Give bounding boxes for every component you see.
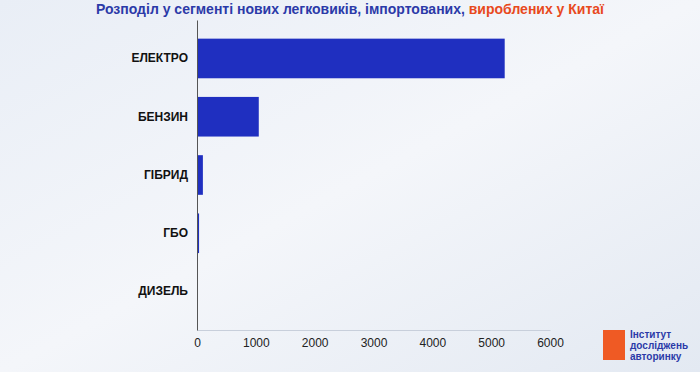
y-axis: ЕЛЕКТРО БЕНЗИН ГІБРИД ГБО ДИЗЕЛЬ <box>131 21 197 331</box>
bars <box>197 39 505 253</box>
y-tick-label: ГІБРИД <box>144 168 188 182</box>
logo-text-line: досліджень <box>630 340 691 351</box>
logo-text: Інститут досліджень авторинку <box>630 329 691 362</box>
y-tick: ДИЗЕЛЬ <box>138 284 197 298</box>
bar <box>197 97 259 137</box>
x-tick: 1000 <box>243 330 270 350</box>
logo: Інститут досліджень авторинку <box>603 329 691 362</box>
plot: 0 1000 2000 3000 4000 5000 6000 ЕЛЕКТРО БЕНЗИН ГІ… <box>131 21 564 350</box>
logo-icon <box>603 330 625 360</box>
x-tick-label: 2000 <box>302 336 329 350</box>
x-axis-line <box>198 330 551 331</box>
logo-text-line: авторинку <box>630 351 682 362</box>
x-tick: 2000 <box>302 330 329 350</box>
x-tick-label: 1000 <box>243 336 270 350</box>
y-tick-label: ДИЗЕЛЬ <box>138 284 188 298</box>
x-tick: 6000 <box>537 330 564 350</box>
y-axis-line <box>197 21 198 331</box>
x-tick-label: 4000 <box>419 336 446 350</box>
x-tick-label: 0 <box>194 336 201 350</box>
title-part: вироблених у Китаї <box>469 1 605 17</box>
background <box>0 0 700 372</box>
logo-text-line: Інститут <box>630 329 674 340</box>
x-tick-label: 3000 <box>361 336 388 350</box>
y-tick: БЕНЗИН <box>138 110 197 124</box>
x-tick: 5000 <box>478 330 505 350</box>
x-tick: 4000 <box>419 330 446 350</box>
title-part: Розподіл у сегменті нових легковиків, ім… <box>96 1 469 17</box>
x-tick: 0 <box>194 330 201 350</box>
y-tick-label: ГБО <box>163 226 188 240</box>
x-axis: 0 1000 2000 3000 4000 5000 6000 <box>194 330 564 350</box>
y-tick: ГБО <box>163 226 197 240</box>
y-tick: ЕЛЕКТРО <box>131 51 197 65</box>
title: Розподіл у сегменті нових легковиків, ім… <box>96 1 605 17</box>
y-tick-label: ЕЛЕКТРО <box>131 51 188 65</box>
x-tick: 3000 <box>361 330 388 350</box>
y-tick: ГІБРИД <box>144 168 197 182</box>
y-tick-label: БЕНЗИН <box>138 110 188 124</box>
x-tick-label: 5000 <box>478 336 505 350</box>
bar <box>197 39 505 79</box>
chart: Розподіл у сегменті нових легковиків, ім… <box>0 0 700 372</box>
x-tick-label: 6000 <box>537 336 564 350</box>
